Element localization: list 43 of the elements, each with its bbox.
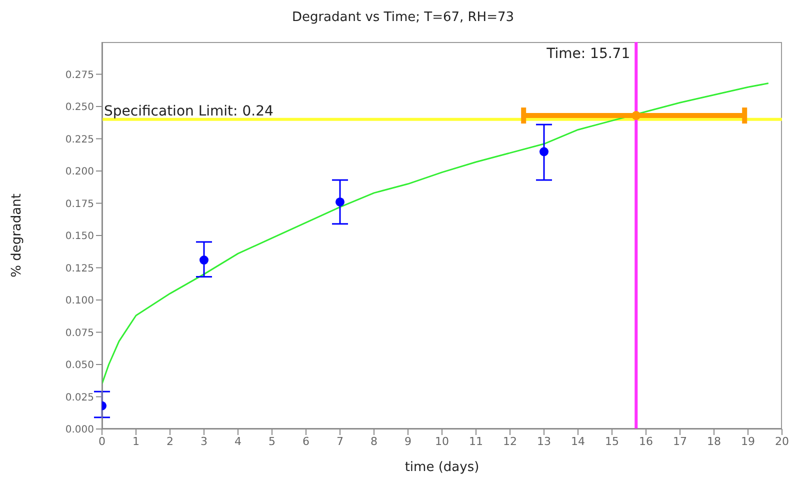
x-tick-label: 11 xyxy=(469,434,483,448)
x-tick-label: 1 xyxy=(132,434,140,448)
x-tick-label: 14 xyxy=(571,434,585,448)
x-tick-label: 18 xyxy=(707,434,721,448)
y-tick-label: 0.050 xyxy=(65,360,94,372)
x-tick-label: 20 xyxy=(775,434,789,448)
y-tick-label: 0.275 xyxy=(65,70,94,81)
x-tick-label: 9 xyxy=(404,434,412,448)
y-axis-title: % degradant xyxy=(10,194,25,278)
y-tick-label: 0.250 xyxy=(65,102,94,114)
point xyxy=(539,147,549,156)
x-tick-label: 8 xyxy=(370,434,378,448)
x-tick-label: 17 xyxy=(673,434,687,448)
y-tick-label: 0.125 xyxy=(65,263,94,274)
y-tick-label: 0.075 xyxy=(65,328,94,339)
point xyxy=(199,256,209,265)
y-tick-label: 0.225 xyxy=(65,134,94,146)
ref-line-label: Time: 15.71 xyxy=(546,46,630,62)
x-tick-label: 10 xyxy=(435,434,449,448)
line-series xyxy=(102,82,770,385)
x-tick-label: 16 xyxy=(639,434,653,448)
y-tick-label: 0.175 xyxy=(65,198,94,210)
x-tick-label: 7 xyxy=(336,434,344,448)
point xyxy=(632,111,641,120)
ref-line-label: Specification Limit: 0.24 xyxy=(104,103,274,120)
point xyxy=(335,197,345,206)
x-tick-label: 6 xyxy=(302,434,310,448)
x-tick-label: 2 xyxy=(166,434,174,448)
x-tick-label: 0 xyxy=(98,434,106,448)
x-tick-label: 5 xyxy=(268,434,276,448)
x-tick-label: 4 xyxy=(234,434,242,448)
y-tick-label: 0.150 xyxy=(65,231,94,242)
x-tick-label: 12 xyxy=(503,434,517,448)
y-tick-label: 0.200 xyxy=(65,166,94,178)
x-tick-label: 15 xyxy=(605,434,619,448)
x-axis-title: time (days) xyxy=(404,460,480,475)
x-tick-label: 3 xyxy=(200,434,208,448)
y-tick-label: 0.000 xyxy=(65,424,94,436)
y-tick-label: 0.100 xyxy=(65,296,94,307)
y-tick-label: 0.025 xyxy=(65,392,94,404)
x-tick-label: 19 xyxy=(741,434,755,448)
x-tick-label: 13 xyxy=(537,434,551,448)
chart-title: Degradant vs Time; T=67, RH=73 xyxy=(290,10,516,25)
